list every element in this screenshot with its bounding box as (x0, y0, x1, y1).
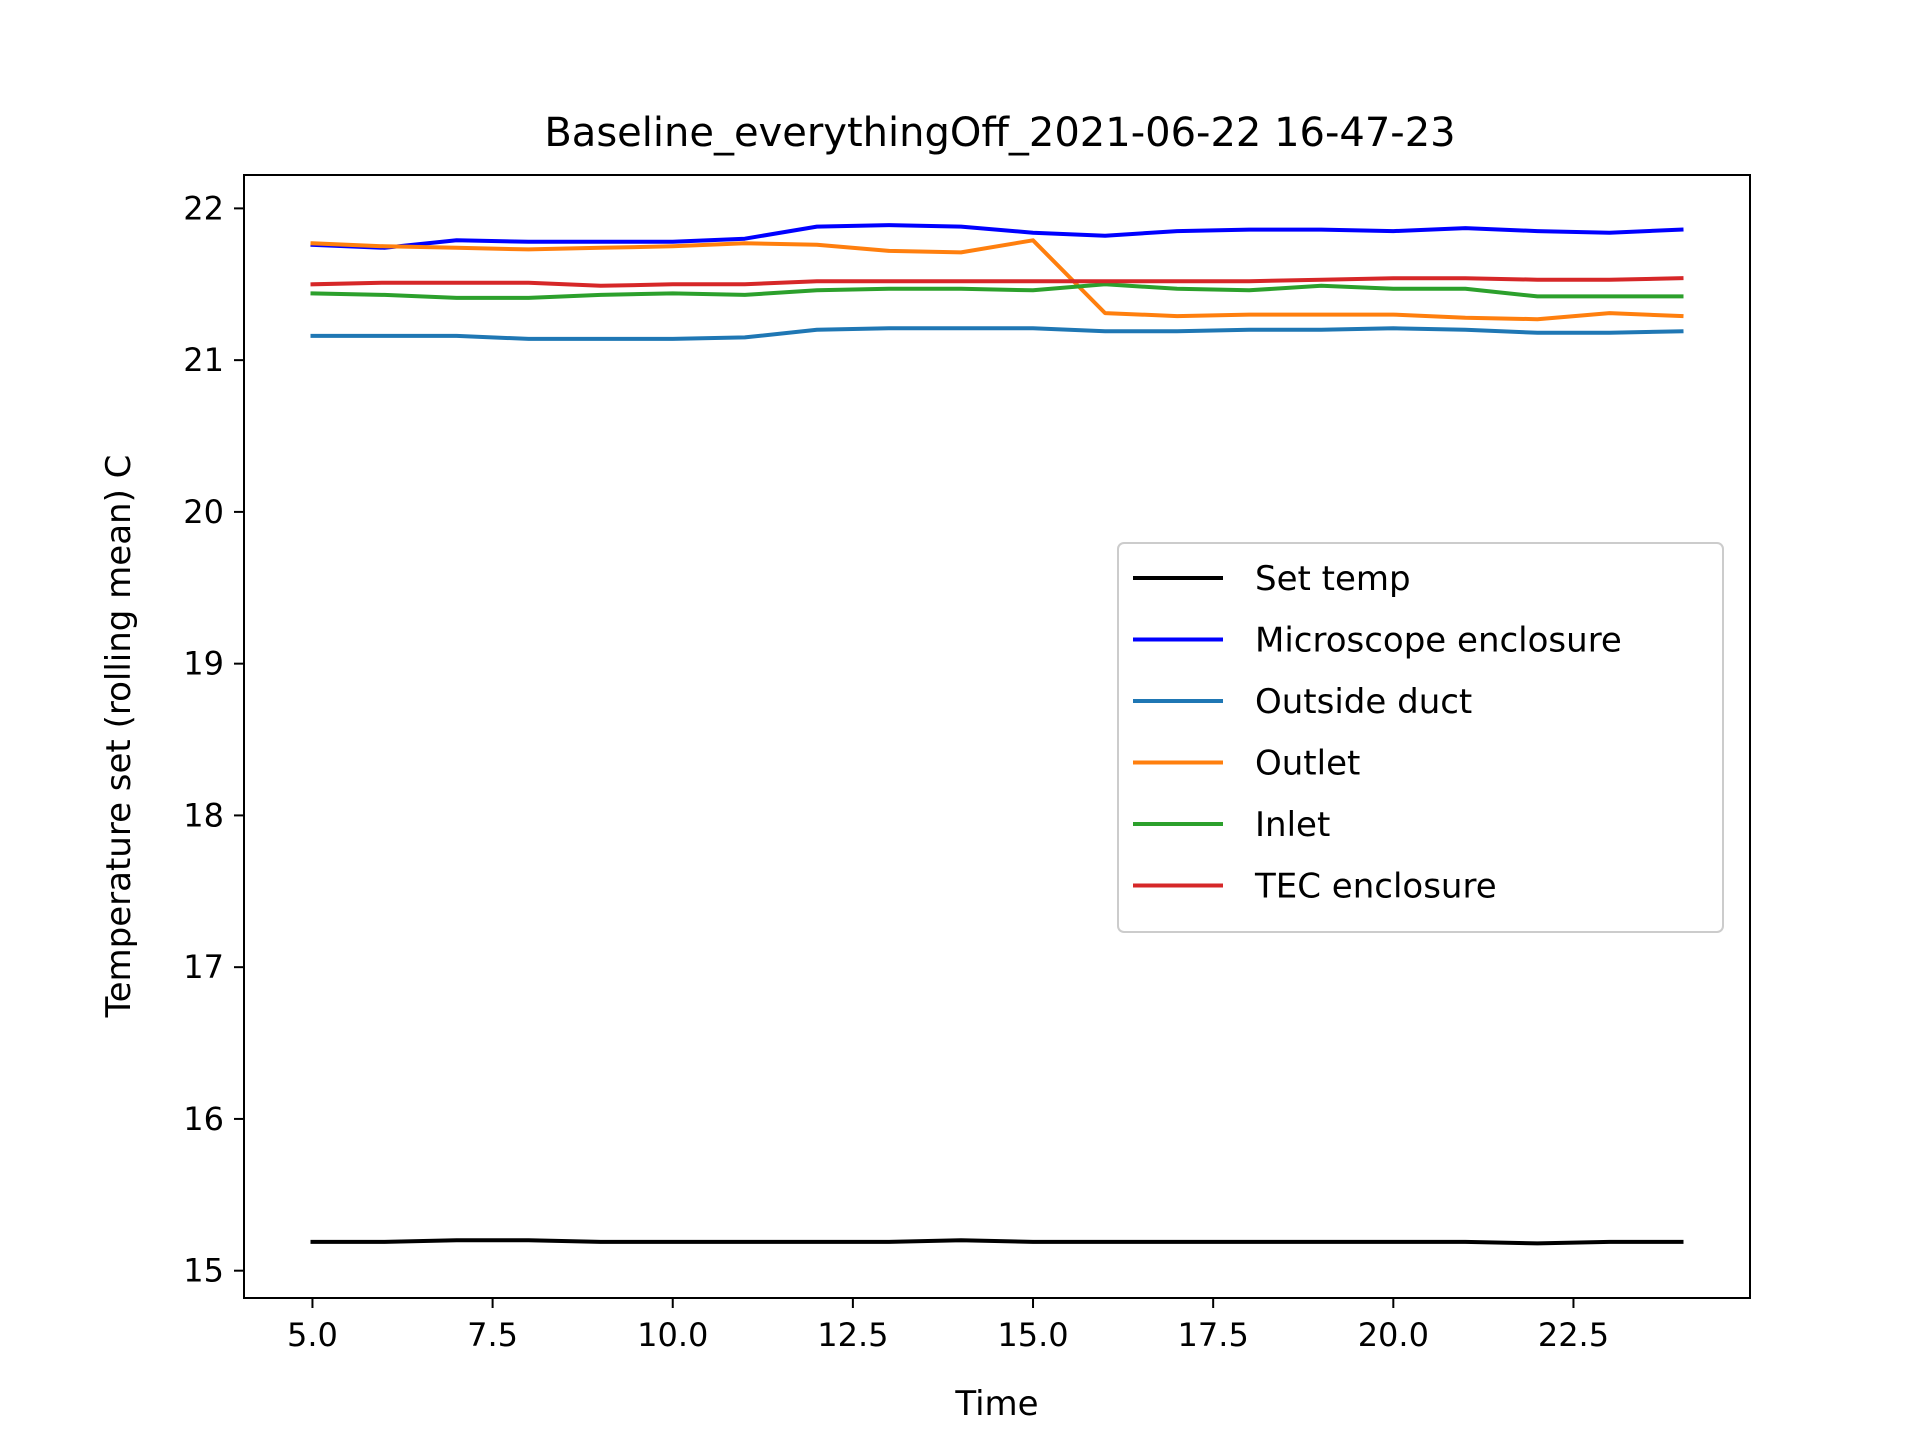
y-tick-label: 22 (183, 189, 224, 227)
x-tick-label: 5.0 (287, 1316, 338, 1354)
legend-label-outside-duct: Outside duct (1255, 682, 1472, 722)
series-lines (310, 223, 1684, 1246)
x-axis-label: Time (954, 1384, 1038, 1424)
x-axis: 5.0 7.5 10.0 12.5 15.0 17.5 20.0 22.5 (287, 1298, 1609, 1354)
y-tick-label: 19 (183, 645, 224, 683)
x-tick-label: 22.5 (1538, 1316, 1609, 1354)
legend-box (1117, 542, 1724, 933)
x-tick-label: 20.0 (1358, 1316, 1429, 1354)
legend-label-tec-enclosure: TEC enclosure (1254, 867, 1497, 907)
x-tick-label: 15.0 (997, 1316, 1068, 1354)
series-line-inlet (310, 282, 1684, 300)
legend-label-microscope-enclosure: Microscope enclosure (1255, 621, 1622, 661)
series-line-outside-duct (310, 326, 1684, 341)
x-tick-label: 10.0 (637, 1316, 708, 1354)
series-line-outlet (310, 238, 1684, 322)
legend: Set temp Microscope enclosure Outside duct… (1117, 542, 1724, 933)
x-tick-label: 12.5 (817, 1316, 888, 1354)
y-tick-label: 16 (183, 1100, 224, 1138)
y-tick-label: 15 (183, 1252, 224, 1290)
y-tick-label: 21 (183, 341, 224, 379)
y-axis-label: Temperature set (rolling mean) C (99, 455, 139, 1019)
series-line-microscope-enclosure (310, 223, 1684, 250)
legend-label-set-temp: Set temp (1255, 559, 1411, 599)
plot-frame (243, 174, 1751, 1299)
chart-title: Baseline_everythingOff_2021-06-22 16-47-… (544, 110, 1455, 156)
x-tick-label: 7.5 (467, 1316, 518, 1354)
y-axis: 15 16 17 18 19 20 21 22 (183, 189, 244, 1290)
series-line-tec-enclosure (310, 276, 1684, 288)
x-tick-label: 17.5 (1178, 1316, 1249, 1354)
y-tick-label: 17 (183, 948, 224, 986)
y-tick-label: 18 (183, 796, 224, 834)
y-tick-label: 20 (183, 493, 224, 531)
legend-label-inlet: Inlet (1255, 805, 1330, 845)
legend-label-outlet: Outlet (1255, 744, 1360, 784)
series-line-set-temp (310, 1238, 1684, 1246)
